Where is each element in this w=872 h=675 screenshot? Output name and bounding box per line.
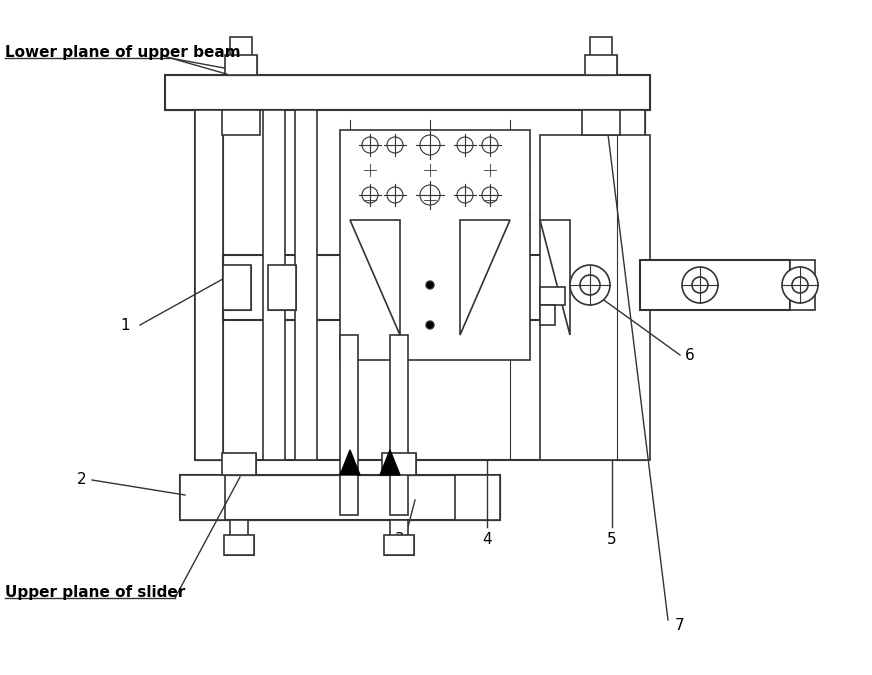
Bar (384, 535, 414, 555)
Bar (180, 475, 500, 520)
Circle shape (570, 265, 610, 305)
Circle shape (420, 135, 440, 155)
Bar (222, 453, 256, 475)
Bar (384, 535, 414, 555)
Bar (165, 75, 650, 110)
Bar (225, 55, 257, 75)
Bar (382, 453, 416, 475)
Text: 3: 3 (395, 533, 405, 547)
Circle shape (387, 137, 403, 153)
Bar (222, 110, 260, 135)
Bar (455, 475, 500, 520)
Bar (582, 110, 620, 135)
Polygon shape (340, 450, 360, 475)
Bar (617, 110, 645, 460)
Circle shape (362, 187, 378, 203)
Circle shape (426, 281, 434, 289)
Polygon shape (460, 220, 510, 335)
Bar (225, 55, 257, 75)
Bar (222, 110, 260, 135)
Circle shape (682, 267, 718, 303)
Circle shape (457, 187, 473, 203)
Bar (195, 110, 223, 460)
Circle shape (482, 187, 498, 203)
Bar (540, 305, 555, 325)
Bar (390, 520, 408, 555)
Bar (224, 535, 254, 555)
Circle shape (580, 275, 600, 295)
Bar (222, 453, 256, 475)
Bar (268, 265, 296, 310)
Polygon shape (540, 220, 570, 335)
Bar (295, 110, 317, 460)
Text: 1: 1 (120, 317, 130, 333)
Bar (640, 265, 810, 305)
Bar (382, 453, 416, 475)
Circle shape (482, 137, 498, 153)
Bar (585, 55, 617, 75)
Circle shape (782, 267, 818, 303)
Circle shape (362, 137, 378, 153)
Polygon shape (380, 450, 400, 475)
Bar (640, 260, 790, 310)
Text: Upper plane of slider: Upper plane of slider (5, 585, 185, 601)
Bar (268, 265, 296, 310)
Text: Lower plane of upper beam: Lower plane of upper beam (5, 45, 241, 61)
Circle shape (792, 277, 808, 293)
Bar (223, 255, 560, 320)
Bar (585, 55, 617, 75)
Bar (540, 287, 565, 305)
Text: 7: 7 (675, 618, 685, 632)
Bar (340, 335, 358, 515)
Bar (223, 265, 251, 310)
Bar (195, 110, 223, 460)
Bar (263, 110, 285, 460)
Bar (230, 520, 248, 555)
Bar (390, 335, 408, 515)
Bar (455, 475, 500, 520)
Bar (540, 135, 650, 460)
Bar (582, 110, 620, 135)
Text: 5: 5 (607, 533, 617, 547)
Text: 2: 2 (78, 472, 87, 487)
Bar (605, 75, 650, 110)
Text: 6: 6 (685, 348, 695, 362)
Bar (180, 475, 225, 520)
Text: 4: 4 (482, 533, 492, 547)
Bar (180, 475, 225, 520)
Circle shape (692, 277, 708, 293)
Bar (223, 265, 251, 310)
Circle shape (426, 321, 434, 329)
Polygon shape (350, 220, 400, 335)
Bar (617, 110, 645, 460)
Bar (340, 130, 530, 360)
Bar (790, 260, 815, 310)
Circle shape (387, 187, 403, 203)
Bar (224, 535, 254, 555)
Circle shape (457, 137, 473, 153)
Bar (165, 75, 210, 110)
Bar (590, 37, 612, 75)
Bar (195, 110, 645, 460)
Bar (230, 37, 252, 75)
Circle shape (420, 185, 440, 205)
